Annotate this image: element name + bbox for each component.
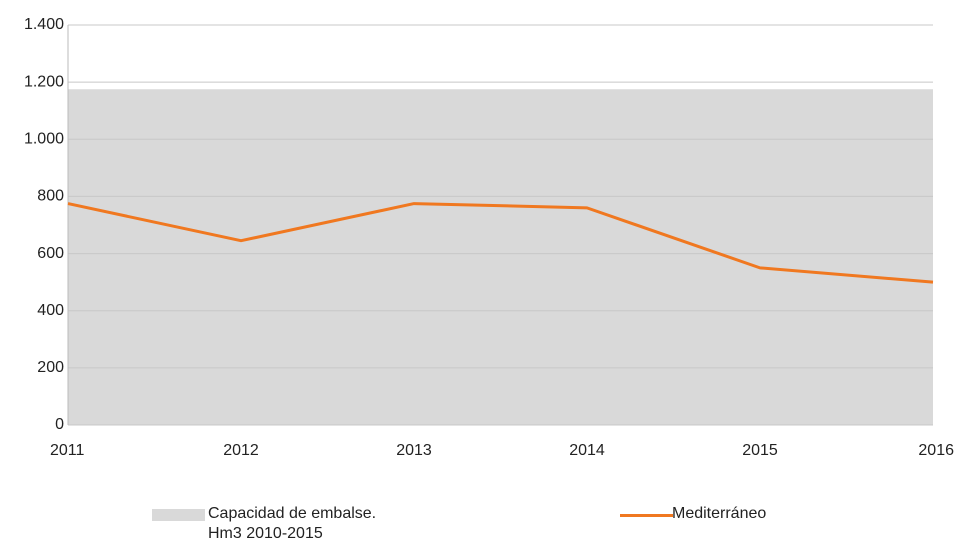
legend-label: Capacidad de embalse. Hm3 2010-2015 xyxy=(208,505,377,542)
x-tick-label: 2012 xyxy=(223,442,259,459)
x-tick-label: 2015 xyxy=(742,442,778,459)
legend-swatch xyxy=(620,513,673,517)
line xyxy=(67,202,934,284)
x-tick-label: 2013 xyxy=(396,442,432,459)
x-tick-label: 2011 xyxy=(50,442,85,459)
legend-label: Mediterráneo xyxy=(672,505,767,522)
x-tick-label: 2016 xyxy=(918,442,954,459)
y-tick-label: 200 xyxy=(37,359,64,376)
y-tick-label: 800 xyxy=(37,188,64,205)
x-tick-label: 2014 xyxy=(569,442,605,459)
y-tick-label: 600 xyxy=(37,245,64,262)
area xyxy=(68,89,933,426)
y-tick-label: 1.200 xyxy=(24,73,64,90)
y-tick-label: 1.000 xyxy=(24,131,64,148)
chart: 0 200 400 600 800 1.000 1.200 1.400 2011 2012 2013… xyxy=(24,16,954,459)
y-tick-label: 0 xyxy=(55,416,64,433)
y-tick-label: 400 xyxy=(37,302,64,319)
legend-swatch xyxy=(152,509,205,521)
y-tick-label: 1.400 xyxy=(24,16,64,33)
